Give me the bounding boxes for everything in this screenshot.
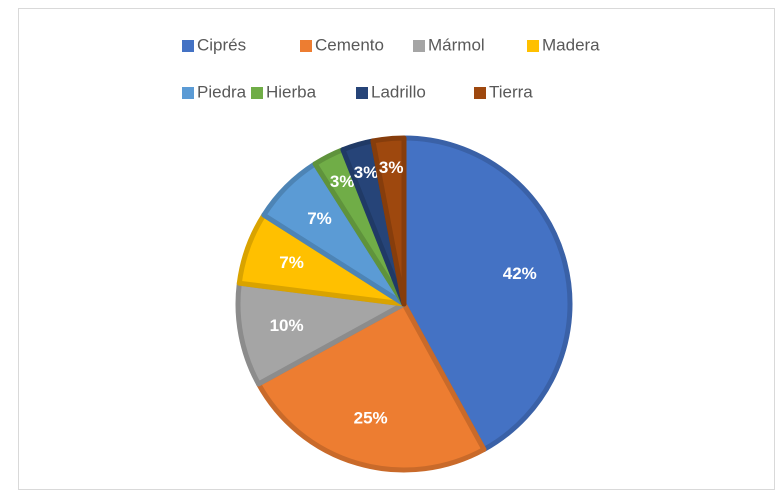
pie-slice: [401, 135, 573, 452]
legend-swatch: [527, 40, 539, 52]
legend-swatch: [182, 87, 194, 99]
legend-label: Piedra: [197, 82, 247, 101]
pie-slice: [370, 135, 407, 307]
pie-slice: [235, 280, 407, 387]
data-label: 10%: [270, 316, 304, 335]
legend-swatch: [356, 87, 368, 99]
legend-label: Hierba: [266, 82, 317, 101]
data-label: 7%: [279, 253, 304, 272]
pie-slice: [256, 301, 487, 473]
data-label: 3%: [379, 158, 404, 177]
data-label: 3%: [354, 163, 379, 182]
legend-label: Ciprés: [197, 35, 246, 54]
data-label: 25%: [354, 408, 388, 427]
legend-swatch: [251, 87, 263, 99]
legend-swatch: [182, 40, 194, 52]
data-label: 7%: [307, 209, 332, 228]
legend-label: Madera: [542, 35, 600, 54]
legend-label: Tierra: [489, 82, 533, 101]
legend-swatch: [413, 40, 425, 52]
data-label: 3%: [330, 172, 355, 191]
legend-swatch: [474, 87, 486, 99]
legend-label: Ladrillo: [371, 82, 426, 101]
legend-label: Cemento: [315, 35, 384, 54]
data-label: 42%: [503, 264, 537, 283]
legend-swatch: [300, 40, 312, 52]
legend-label: Mármol: [428, 35, 485, 54]
